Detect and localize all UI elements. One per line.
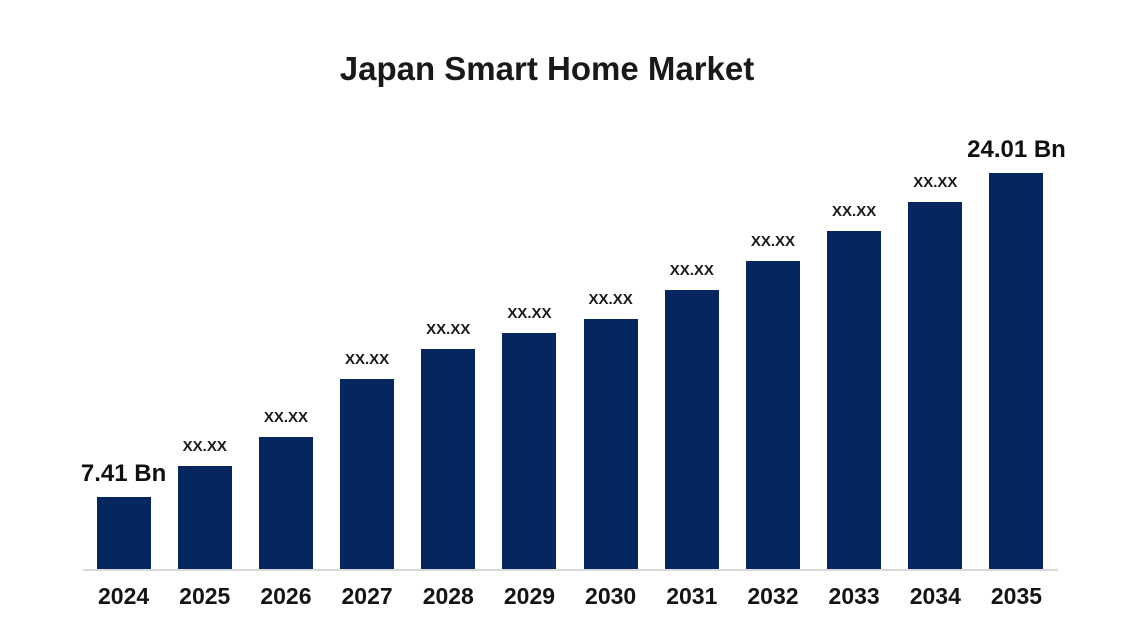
plot-area: 7.41 Bn XX.XX XX.XX XX.XX XX.XX XX.XX XX.XX XX.… [80,100,1066,570]
x-axis-labels: 2024 2025 2026 2027 2028 2029 2030 2031 2032 2033… [83,583,1057,609]
bar-group: XX.XX [651,263,732,570]
bar-group: XX.XX [814,204,895,570]
x-axis-label: 2024 [98,583,150,609]
bar [96,497,151,570]
bar-group: XX.XX [570,292,651,570]
bar-group: 24.01 Bn [967,138,1066,570]
bar-value-label: XX.XX [588,291,633,308]
bar [583,319,638,570]
chart-title: Japan Smart Home Market [339,50,755,87]
bar-value-label: XX.XX [263,409,309,426]
bar-value-label: XX.XX [669,262,714,279]
bar-value-label: XX.XX [913,174,958,191]
bar-value-label: XX.XX [182,438,227,455]
bar-value-label: 24.01 Bn [967,136,1066,163]
x-axis-label: 2034 [909,583,961,609]
x-axis-label: 2030 [585,583,637,609]
bar [421,349,476,570]
x-axis-label: 2035 [990,583,1043,609]
bar [664,290,719,570]
x-axis-label: 2026 [260,583,312,609]
bar-group: XX.XX [245,410,326,570]
bar [177,466,232,570]
bar-group: 7.41 Bn [80,460,167,570]
bar-group: XX.XX [164,439,245,570]
x-axis-label: 2025 [179,583,231,609]
x-axis-label: 2027 [341,583,393,609]
bar-value-label: 7.41 Bn [80,460,167,487]
bar-group: XX.XX [895,175,976,570]
bar-group: XX.XX [408,322,489,570]
bar-group: XX.XX [732,234,813,570]
bar-group: XX.XX [327,352,408,570]
x-axis-label: 2029 [503,583,556,609]
x-axis-label: 2031 [666,583,718,609]
bar [827,231,882,570]
x-axis-label: 2032 [747,583,799,609]
bar [989,173,1044,570]
x-axis-line [83,569,1058,571]
bar-value-label: XX.XX [426,321,471,338]
bar [908,202,963,570]
bar-value-label: XX.XX [345,351,390,368]
bar-value-label: XX.XX [832,203,877,220]
x-axis-label: 2033 [828,583,880,609]
bar-value-label: XX.XX [750,233,796,250]
bar [258,437,313,570]
bar [340,379,395,570]
bar-value-label: XX.XX [507,305,552,322]
bar [502,333,557,570]
bar-group: XX.XX [489,306,570,570]
x-axis-label: 2028 [422,583,474,609]
bar [745,261,800,570]
